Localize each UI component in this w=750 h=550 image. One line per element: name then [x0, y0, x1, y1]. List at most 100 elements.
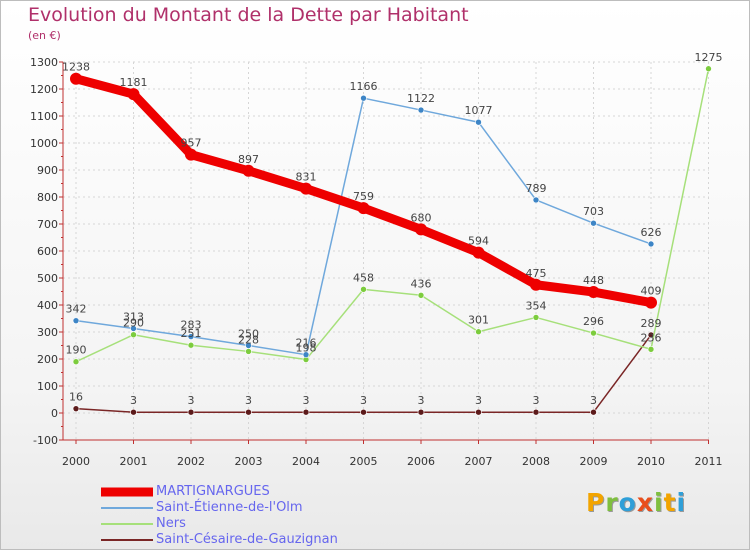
data-point	[647, 345, 655, 353]
x-tick-label: 2005	[350, 455, 378, 468]
legend-label: MARTIGNARGUES	[156, 484, 270, 499]
data-label: 831	[296, 171, 317, 184]
data-point	[300, 182, 312, 195]
y-tick-label: 700	[37, 218, 58, 231]
data-point	[415, 223, 427, 236]
y-tick-label: 300	[37, 326, 58, 339]
data-point	[360, 94, 367, 102]
chart-subtitle: (en €)	[28, 29, 61, 42]
x-tick-label: 2010	[637, 455, 665, 468]
data-label: 1238	[62, 61, 90, 74]
y-tick-label: 0	[51, 407, 58, 420]
data-point	[475, 118, 482, 126]
data-label: 296	[583, 315, 604, 328]
data-label: 301	[468, 314, 489, 327]
y-tick-label: 800	[37, 191, 58, 204]
series-line	[75, 97, 652, 356]
proxiti-logo: Proxiti	[586, 488, 686, 517]
data-label: 236	[641, 331, 662, 344]
data-point	[417, 106, 425, 114]
data-label: 759	[353, 190, 374, 203]
legend-swatch	[101, 507, 153, 509]
legend-swatch	[101, 539, 153, 541]
data-point	[242, 164, 255, 177]
data-point	[475, 408, 482, 416]
data-label: 703	[583, 205, 604, 218]
data-point	[705, 65, 712, 73]
legend-item: Saint-Étienne-de-l'Olm	[101, 500, 431, 516]
data-point	[245, 348, 252, 355]
legend-item: Ners	[101, 516, 431, 532]
data-point	[72, 317, 80, 324]
data-label: 458	[353, 271, 374, 284]
data-label: 216	[296, 337, 317, 350]
data-point	[590, 219, 597, 227]
data-label: 3	[130, 394, 137, 407]
legend-swatch	[101, 487, 153, 497]
data-label: 250	[238, 328, 259, 341]
data-label: 3	[533, 394, 540, 407]
y-tick-label: -100	[33, 434, 58, 447]
data-point	[360, 286, 367, 293]
x-tick-label: 2006	[407, 455, 435, 468]
data-label: 436	[411, 277, 432, 290]
x-tick-label: 2002	[177, 455, 205, 468]
data-point	[647, 240, 655, 248]
legend-label: Saint-Césaire-de-Gauzignan	[156, 532, 338, 547]
data-point	[645, 296, 657, 309]
y-tick-label: 400	[37, 299, 58, 312]
x-tick-label: 2004	[292, 455, 320, 468]
data-label: 680	[411, 211, 432, 224]
data-point	[302, 351, 310, 358]
data-label: 1181	[120, 76, 148, 89]
data-label: 198	[296, 342, 317, 355]
data-point	[127, 88, 140, 101]
legend-label: Saint-Étienne-de-l'Olm	[156, 500, 303, 515]
data-label: 251	[181, 327, 202, 340]
data-point	[130, 408, 137, 416]
data-label: 897	[238, 153, 259, 166]
data-point	[185, 148, 197, 161]
data-point	[475, 328, 482, 336]
data-label: 789	[526, 182, 547, 195]
data-label: 1077	[465, 104, 493, 117]
data-point	[590, 329, 597, 337]
data-point	[417, 291, 425, 299]
chart-plot: -100 0 100 200 300 400 500 600 700 800 900 1000 1100…	[30, 51, 723, 468]
data-point	[417, 408, 425, 416]
data-label: 228	[238, 333, 259, 346]
data-point	[532, 314, 540, 321]
data-point	[72, 358, 80, 366]
data-label: 448	[583, 274, 604, 287]
data-point	[587, 286, 600, 299]
logo-letter: r	[605, 488, 619, 517]
x-tick-label: 2009	[580, 455, 608, 468]
x-tick-label: 2008	[522, 455, 550, 468]
x-tick-label: 2003	[235, 455, 263, 468]
data-point	[360, 408, 367, 416]
data-label: 3	[303, 394, 310, 407]
y-tick-label: 1300	[30, 56, 58, 69]
data-point	[532, 408, 540, 416]
legend-item: MARTIGNARGUES	[101, 484, 431, 500]
data-point	[245, 408, 252, 416]
data-point	[590, 408, 597, 416]
y-tick-label: 1000	[30, 137, 58, 150]
data-point	[245, 342, 252, 349]
data-label: 957	[181, 137, 202, 150]
logo-letter: i	[654, 488, 664, 517]
data-label: 3	[590, 394, 597, 407]
data-point	[302, 408, 310, 416]
logo-letter: x	[636, 488, 654, 517]
data-point	[187, 408, 195, 416]
data-label: 594	[468, 235, 489, 248]
data-point	[130, 331, 137, 339]
y-tick-label: 1100	[30, 110, 58, 123]
data-label: 16	[69, 391, 83, 404]
data-label: 409	[641, 285, 662, 298]
legend-label: Ners	[156, 516, 186, 531]
data-label: 3	[245, 394, 252, 407]
data-label: 3	[188, 394, 195, 407]
data-point	[72, 405, 80, 412]
